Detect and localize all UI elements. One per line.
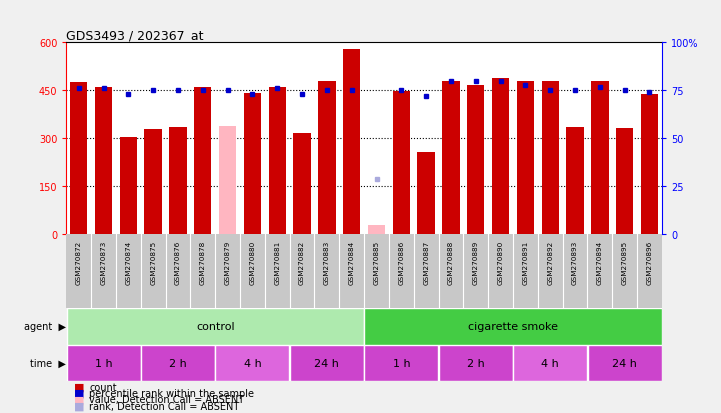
Text: GSM270882: GSM270882 xyxy=(299,240,305,285)
Bar xyxy=(616,129,633,235)
Bar xyxy=(364,308,662,345)
Text: 4 h: 4 h xyxy=(244,358,261,368)
Bar xyxy=(417,152,435,235)
Bar xyxy=(541,82,559,235)
Text: GSM270890: GSM270890 xyxy=(497,240,503,285)
Text: GSM270888: GSM270888 xyxy=(448,240,454,285)
Text: GDS3493 / 202367_at: GDS3493 / 202367_at xyxy=(66,29,204,42)
Text: value, Detection Call = ABSENT: value, Detection Call = ABSENT xyxy=(89,394,244,404)
Text: GSM270881: GSM270881 xyxy=(274,240,280,285)
Text: rank, Detection Call = ABSENT: rank, Detection Call = ABSENT xyxy=(89,401,239,411)
Text: GSM270886: GSM270886 xyxy=(398,240,404,285)
Bar xyxy=(219,127,236,235)
Text: 1 h: 1 h xyxy=(94,358,112,368)
Bar xyxy=(641,94,658,235)
Text: 24 h: 24 h xyxy=(314,358,340,368)
Bar xyxy=(318,82,335,235)
Text: cigarette smoke: cigarette smoke xyxy=(468,321,558,331)
Text: 1 h: 1 h xyxy=(392,358,410,368)
Bar xyxy=(343,50,360,235)
Text: GSM270880: GSM270880 xyxy=(249,240,255,285)
Text: GSM270896: GSM270896 xyxy=(647,240,653,285)
Bar xyxy=(393,92,410,235)
Text: GSM270872: GSM270872 xyxy=(76,240,81,285)
Bar xyxy=(216,345,289,382)
Text: GSM270895: GSM270895 xyxy=(622,240,628,285)
Text: ■: ■ xyxy=(74,394,84,404)
Text: GSM270878: GSM270878 xyxy=(200,240,205,285)
Text: percentile rank within the sample: percentile rank within the sample xyxy=(89,388,255,398)
Text: GSM270883: GSM270883 xyxy=(324,240,330,285)
Text: ■: ■ xyxy=(74,401,84,411)
Text: 24 h: 24 h xyxy=(612,358,637,368)
Text: count: count xyxy=(89,382,117,392)
Text: GSM270874: GSM270874 xyxy=(125,240,131,285)
Text: agent  ▶: agent ▶ xyxy=(24,321,66,331)
Bar xyxy=(467,85,485,235)
Bar xyxy=(66,308,364,345)
Bar xyxy=(144,129,162,235)
Text: GSM270873: GSM270873 xyxy=(100,240,107,285)
Text: 4 h: 4 h xyxy=(541,358,559,368)
Text: GSM270879: GSM270879 xyxy=(225,240,231,285)
Text: 2 h: 2 h xyxy=(467,358,485,368)
Text: GSM270876: GSM270876 xyxy=(175,240,181,285)
Bar xyxy=(517,82,534,235)
Bar xyxy=(66,345,141,382)
Bar xyxy=(513,345,587,382)
Bar xyxy=(244,94,261,235)
Bar xyxy=(591,82,609,235)
Bar xyxy=(588,345,662,382)
Bar xyxy=(70,83,87,235)
Text: GSM270875: GSM270875 xyxy=(150,240,156,285)
Bar xyxy=(364,345,438,382)
Bar xyxy=(194,87,211,235)
Bar xyxy=(290,345,364,382)
Bar xyxy=(95,88,112,235)
Bar xyxy=(141,345,215,382)
Text: 2 h: 2 h xyxy=(169,358,187,368)
Text: GSM270887: GSM270887 xyxy=(423,240,429,285)
Bar xyxy=(566,128,584,235)
Text: GSM270893: GSM270893 xyxy=(572,240,578,285)
Text: control: control xyxy=(196,321,234,331)
Text: GSM270885: GSM270885 xyxy=(373,240,379,285)
Bar xyxy=(439,345,513,382)
Bar xyxy=(169,128,187,235)
Bar xyxy=(268,87,286,235)
Text: GSM270891: GSM270891 xyxy=(523,240,528,285)
Text: GSM270892: GSM270892 xyxy=(547,240,553,285)
Text: ■: ■ xyxy=(74,382,84,392)
Text: GSM270889: GSM270889 xyxy=(473,240,479,285)
Bar xyxy=(368,225,385,235)
Text: GSM270884: GSM270884 xyxy=(349,240,355,285)
Bar xyxy=(442,82,460,235)
Bar xyxy=(492,78,509,235)
Text: ■: ■ xyxy=(74,388,84,398)
Text: GSM270894: GSM270894 xyxy=(597,240,603,285)
Text: time  ▶: time ▶ xyxy=(30,358,66,368)
Bar xyxy=(120,138,137,235)
Bar xyxy=(293,133,311,235)
